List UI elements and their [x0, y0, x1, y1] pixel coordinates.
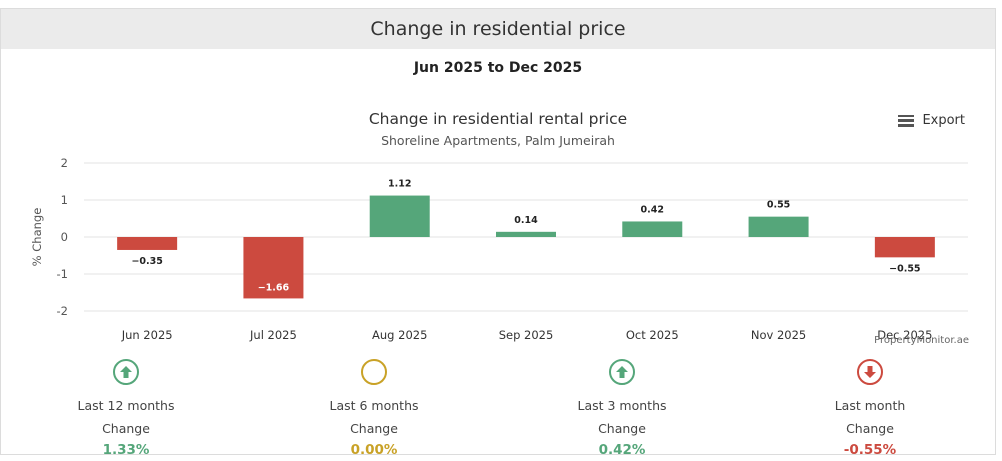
- x-tick-label: Dec 2025: [877, 328, 932, 342]
- date-range: Jun 2025 to Dec 2025: [413, 60, 583, 76]
- data-label: −0.55: [889, 263, 920, 274]
- data-label: 0.42: [641, 204, 664, 215]
- menu-icon: [898, 114, 915, 127]
- stat-period: Last 6 months: [329, 398, 419, 413]
- data-label: −0.35: [131, 256, 162, 267]
- credit-label: PropertyMonitor.ae: [874, 335, 969, 346]
- stat-period: Last 12 months: [77, 398, 175, 413]
- circle-icon: [361, 359, 387, 385]
- data-label: 0.55: [767, 200, 790, 211]
- bar: [622, 221, 683, 237]
- export-label: Export: [922, 113, 965, 128]
- stat-value: 1.33%: [102, 442, 150, 458]
- x-tick-label: Aug 2025: [372, 328, 427, 342]
- y-tick-label: 0: [61, 230, 68, 244]
- stat-period: Last month: [834, 398, 906, 413]
- stat-value: 0.00%: [350, 442, 398, 458]
- stat-card: Last 12 months Change 1.33%: [46, 359, 206, 458]
- stat-change-label: Change: [846, 421, 894, 436]
- y-tick-label: -2: [57, 304, 68, 318]
- chart-subtitle: Shoreline Apartments, Palm Jumeirah: [381, 133, 615, 148]
- stat-change-label: Change: [598, 421, 646, 436]
- y-tick-label: 2: [61, 156, 68, 170]
- data-label: 0.14: [514, 215, 538, 226]
- data-label: −1.66: [258, 282, 290, 293]
- chart-title: Change in residential rental price: [368, 110, 628, 128]
- up-arrow-icon: [113, 359, 139, 385]
- stat-card: Last 6 months Change 0.00%: [294, 359, 454, 458]
- stat-card: Last 3 months Change 0.42%: [542, 359, 702, 458]
- x-tick-label: Jun 2025: [121, 328, 173, 342]
- stat-period: Last 3 months: [577, 398, 667, 413]
- bar: [369, 195, 430, 237]
- data-label: 1.12: [388, 179, 411, 190]
- bar-chart: 2 1 0 -1 -2 % Change −0.35 Jun 2025 −1.66 Jul 202…: [30, 156, 968, 342]
- panel-header: Change in residential price: [1, 9, 995, 49]
- stat-card: Last month Change -0.55%: [790, 359, 950, 458]
- x-tick-label: Jul 2025: [249, 328, 297, 342]
- bar: [748, 216, 809, 237]
- x-tick-label: Nov 2025: [751, 328, 806, 342]
- stats-row: Last 12 months Change 1.33% Last 6 month…: [1, 349, 997, 458]
- bar: [496, 231, 556, 237]
- stat-value: 0.42%: [598, 442, 646, 458]
- bar: [117, 237, 178, 250]
- y-axis-label: % Change: [30, 208, 44, 267]
- bar: [874, 237, 935, 258]
- export-button[interactable]: Export: [898, 113, 965, 128]
- stat-change-label: Change: [350, 421, 398, 436]
- price-change-panel: Change in residential price Jun 2025 to …: [0, 8, 997, 458]
- stat-value: -0.55%: [843, 442, 897, 458]
- x-tick-label: Sep 2025: [499, 328, 554, 342]
- panel-title: Change in residential price: [370, 18, 626, 40]
- up-arrow-icon: [609, 359, 635, 385]
- bar: [243, 237, 304, 299]
- down-arrow-icon: [857, 359, 883, 385]
- y-tick-label: -1: [57, 267, 68, 281]
- x-tick-label: Oct 2025: [626, 328, 679, 342]
- y-tick-label: 1: [61, 193, 68, 207]
- stat-change-label: Change: [102, 421, 150, 436]
